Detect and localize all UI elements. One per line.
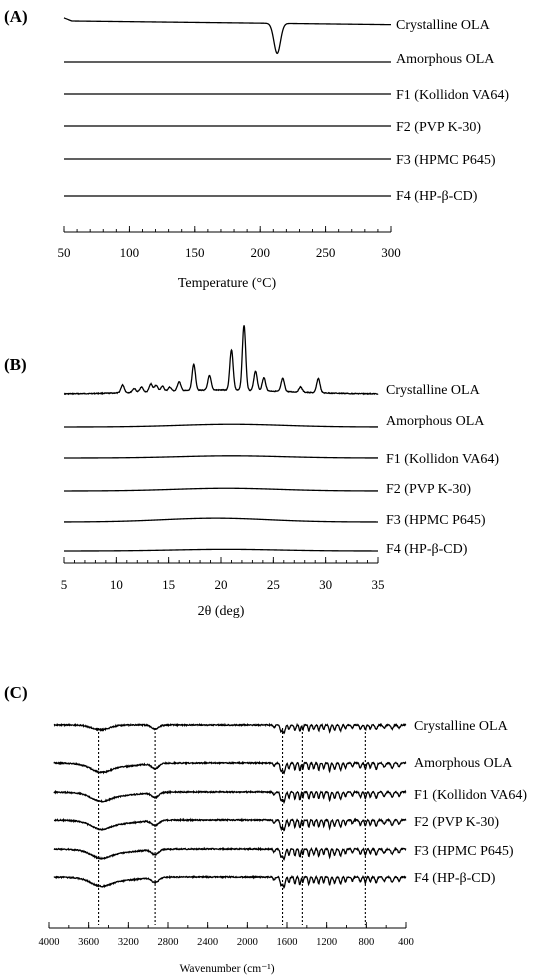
series-label-crystalline-ola: Crystalline OLA — [396, 18, 491, 33]
series-label-f1-kollidon-va64: F1 (Kollidon VA64) — [414, 788, 527, 803]
x-tick-label: 5 — [61, 577, 68, 592]
x-tick-label: 3600 — [78, 937, 99, 948]
series-label-f2-pvp-k-30: F2 (PVP K-30) — [386, 482, 471, 497]
series-label-f2-pvp-k-30: F2 (PVP K-30) — [396, 120, 481, 135]
series-label-f1-kollidon-va64: F1 (Kollidon VA64) — [396, 88, 509, 103]
panel-a: (A) Crystalline OLA Amorphous OLA F1 (Koll… — [4, 7, 509, 291]
panel-b: (B) Crystalline OLA Amorphous OLA F1 (Koll… — [4, 325, 499, 619]
series-label-f4-hp-cd: F4 (HP-β-CD) — [396, 189, 478, 204]
panel-c-xlabel: Wavenumber (cm⁻¹) — [179, 963, 274, 975]
series-label-f1-kollidon-va64: F1 (Kollidon VA64) — [386, 452, 499, 467]
x-tick-label: 25 — [267, 577, 280, 592]
trace-crystalline-ola — [53, 722, 407, 735]
series-label-f3-hpmc-p645: F3 (HPMC P645) — [414, 844, 514, 859]
trace-crystalline-ola — [63, 17, 391, 55]
x-tick-label: 30 — [319, 577, 332, 592]
panel-a-xlabel: Temperature (°C) — [178, 276, 277, 291]
x-tick-label: 3200 — [118, 937, 139, 948]
series-label-f3-hpmc-p645: F3 (HPMC P645) — [386, 513, 486, 528]
panel-b-xlabel: 2θ (deg) — [198, 604, 245, 619]
x-tick-label: 1200 — [316, 937, 337, 948]
x-tick-label: 2000 — [237, 937, 258, 948]
x-tick-label: 2800 — [158, 937, 179, 948]
x-tick-label: 4000 — [39, 937, 60, 948]
trace-f4-hp-cd — [53, 874, 407, 890]
panel-b-label: (B) — [4, 355, 27, 374]
x-tick-label: 20 — [215, 577, 228, 592]
trace-amorphous-ola — [53, 760, 407, 775]
x-tick-label: 15 — [162, 577, 175, 592]
series-label-f4-hp-cd: F4 (HP-β-CD) — [414, 871, 496, 886]
trace-f4-hp-cd — [64, 548, 379, 552]
x-tick-label: 200 — [250, 245, 270, 260]
panel-c: (C) Crystalline OLA Amorphous OLA F1 (Koll… — [4, 683, 527, 975]
x-tick-label: 300 — [381, 245, 401, 260]
series-label-amorphous-ola: Amorphous OLA — [386, 414, 485, 429]
series-label-crystalline-ola: Crystalline OLA — [386, 383, 481, 398]
trace-crystalline-ola — [63, 325, 379, 396]
trace-f2-pvp-k-30 — [64, 487, 378, 492]
x-tick-label: 1600 — [277, 937, 298, 948]
series-label-f4-hp-cd: F4 (HP-β-CD) — [386, 542, 468, 557]
x-tick-label: 400 — [398, 937, 414, 948]
panel-a-label: (A) — [4, 7, 28, 26]
x-tick-label: 50 — [58, 245, 71, 260]
series-label-f2-pvp-k-30: F2 (PVP K-30) — [414, 815, 499, 830]
series-label-f3-hpmc-p645: F3 (HPMC P645) — [396, 153, 496, 168]
x-tick-label: 250 — [316, 245, 336, 260]
series-label-amorphous-ola: Amorphous OLA — [396, 52, 495, 67]
x-tick-label: 35 — [372, 577, 385, 592]
trace-f1-kollidon-va64 — [64, 455, 378, 459]
trace-f3-hpmc-p645 — [53, 846, 407, 861]
series-label-crystalline-ola: Crystalline OLA — [414, 719, 509, 734]
x-tick-label: 2400 — [197, 937, 218, 948]
x-tick-label: 100 — [120, 245, 140, 260]
trace-f1-kollidon-va64 — [53, 789, 407, 805]
x-tick-label: 800 — [358, 937, 374, 948]
series-label-amorphous-ola: Amorphous OLA — [414, 756, 513, 771]
x-tick-label: 150 — [185, 245, 205, 260]
x-tick-label: 10 — [110, 577, 123, 592]
trace-f3-hpmc-p645 — [64, 517, 378, 523]
panel-c-label: (C) — [4, 683, 28, 702]
trace-amorphous-ola — [64, 423, 379, 428]
trace-f2-pvp-k-30 — [53, 817, 407, 832]
